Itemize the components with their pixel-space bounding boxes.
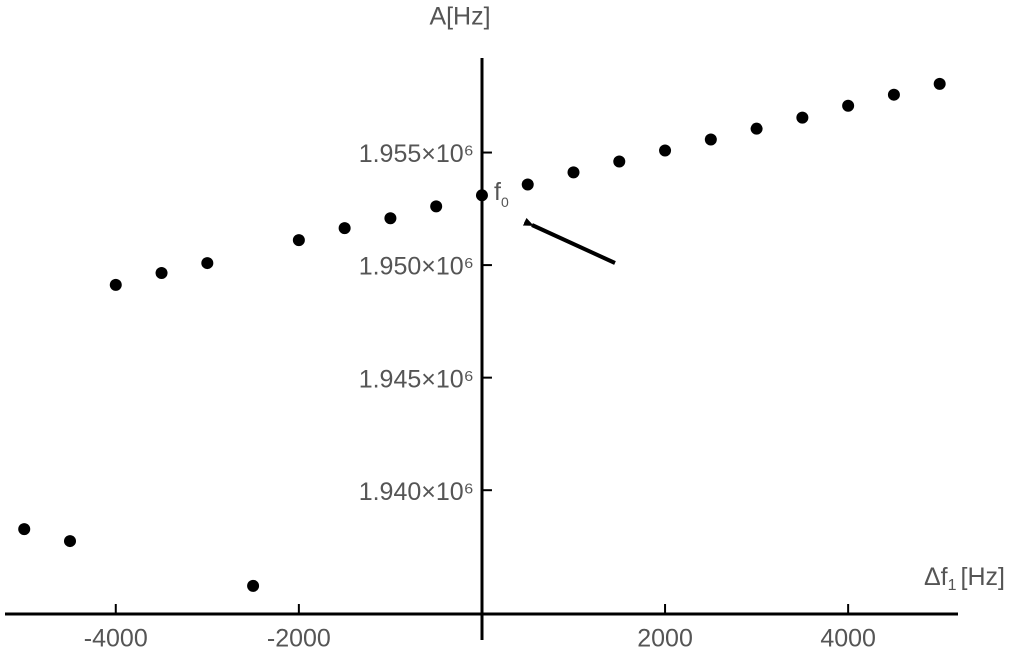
y-axis-label: A[Hz] — [429, 3, 490, 31]
y-tick-label: 1.955×10⁶ — [359, 140, 474, 168]
x-label-text: Δf — [924, 563, 948, 591]
y-tick-label: 1.950×10⁶ — [359, 253, 474, 281]
point — [704, 133, 717, 146]
x-tick-label: 2000 — [637, 625, 693, 653]
x-label-unit: [Hz] — [961, 563, 1005, 591]
point — [201, 257, 214, 270]
y-tick-label: 1.940×10⁶ — [359, 478, 474, 506]
point — [750, 122, 763, 135]
x-axis-label: Δf1 [Hz] — [924, 563, 1005, 595]
annotation-text: f — [494, 178, 501, 206]
point — [796, 111, 809, 124]
point — [247, 579, 260, 592]
point — [292, 234, 305, 247]
point — [887, 88, 900, 101]
x-tick-label: 4000 — [820, 625, 876, 653]
point — [109, 278, 122, 291]
point — [842, 99, 855, 112]
point — [475, 189, 488, 202]
point — [567, 166, 580, 179]
point — [933, 77, 946, 90]
point — [384, 212, 397, 225]
point — [521, 178, 534, 191]
point — [18, 523, 31, 536]
point — [613, 155, 626, 168]
annotation: f0 — [494, 178, 509, 210]
annotation-arrow — [532, 225, 616, 265]
y-tick-label: 1.945×10⁶ — [359, 365, 474, 393]
point — [155, 266, 168, 279]
x-tick-label: -4000 — [84, 625, 148, 653]
x-label-subscript: 1 — [948, 577, 957, 594]
x-tick-label: -2000 — [267, 625, 331, 653]
point — [63, 535, 76, 548]
point — [659, 144, 672, 157]
annotation-subscript: 0 — [501, 194, 509, 210]
point — [338, 222, 351, 235]
point — [430, 200, 443, 213]
